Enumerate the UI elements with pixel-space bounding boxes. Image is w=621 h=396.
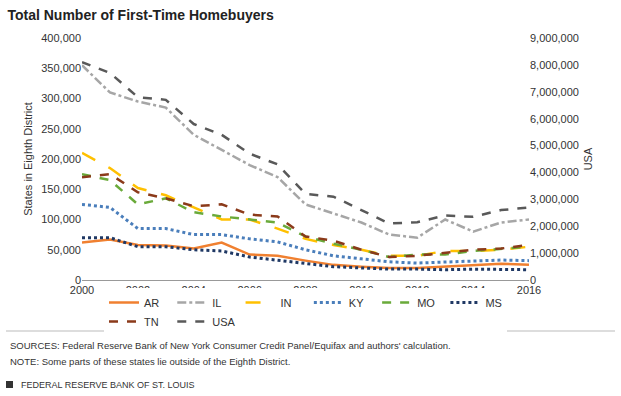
svg-text:8,000,000: 8,000,000 [530, 59, 579, 71]
svg-text:100,000: 100,000 [41, 213, 81, 225]
svg-text:2000: 2000 [70, 284, 94, 296]
svg-text:Total Number of First-Time Hom: Total Number of First-Time Homebuyers [7, 7, 274, 23]
svg-text:IN: IN [281, 297, 292, 309]
svg-text:3,000,000: 3,000,000 [530, 193, 579, 205]
svg-text:AR: AR [144, 297, 159, 309]
svg-text:4,000,000: 4,000,000 [530, 166, 579, 178]
svg-text:USA: USA [212, 316, 235, 328]
svg-text:150,000: 150,000 [41, 183, 81, 195]
svg-text:2,000,000: 2,000,000 [530, 220, 579, 232]
svg-text:400,000: 400,000 [41, 32, 81, 44]
svg-text:SOURCES: Federal Reserve Bank: SOURCES: Federal Reserve Bank of New Yor… [10, 340, 451, 351]
svg-text:300,000: 300,000 [41, 92, 81, 104]
svg-text:0: 0 [75, 274, 81, 286]
svg-text:FEDERAL RESERVE BANK OF ST. LO: FEDERAL RESERVE BANK OF ST. LOUIS [21, 380, 195, 390]
svg-text:9,000,000: 9,000,000 [530, 32, 579, 44]
svg-text:7,000,000: 7,000,000 [530, 86, 579, 98]
svg-text:1,000,000: 1,000,000 [530, 247, 579, 259]
svg-text:200,000: 200,000 [41, 153, 81, 165]
svg-text:KY: KY [349, 297, 364, 309]
svg-text:MO: MO [417, 297, 435, 309]
svg-text:5,000,000: 5,000,000 [530, 139, 579, 151]
svg-text:6,000,000: 6,000,000 [530, 113, 579, 125]
svg-text:350,000: 350,000 [41, 62, 81, 74]
svg-text:MS: MS [485, 297, 502, 309]
svg-text:States in Eighth District: States in Eighth District [22, 102, 34, 216]
svg-text:0: 0 [530, 274, 536, 286]
svg-text:TN: TN [144, 316, 159, 328]
svg-text:NOTE: Some parts of these stat: NOTE: Some parts of these states lie out… [10, 356, 290, 367]
svg-text:250,000: 250,000 [41, 123, 81, 135]
svg-text:50,000: 50,000 [47, 244, 81, 256]
svg-text:2016: 2016 [517, 284, 541, 296]
svg-text:IL: IL [212, 297, 221, 309]
svg-text:USA: USA [582, 147, 594, 170]
